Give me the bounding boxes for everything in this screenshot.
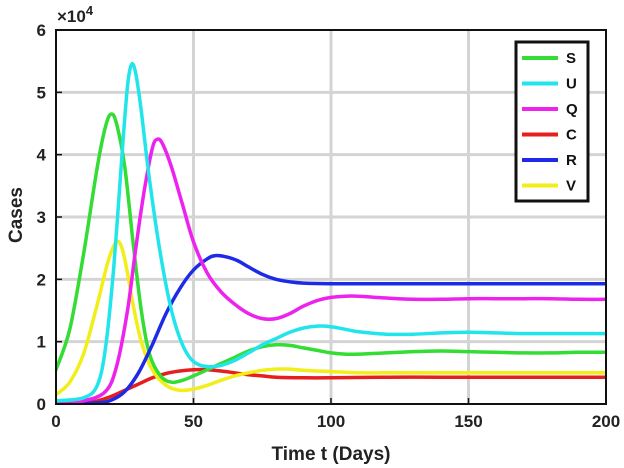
y-axis-label: Cases (6, 187, 27, 243)
series-lines (56, 62, 606, 404)
legend-label-v: V (566, 178, 576, 195)
y-tick-label: 1 (37, 333, 46, 352)
y-tick-label: 5 (37, 83, 46, 102)
y-exponent-label: ×104 (57, 3, 94, 26)
legend-label-r: R (566, 152, 577, 169)
y-tick-label: 2 (37, 270, 46, 289)
y-exponent-base: ×10 (57, 7, 86, 26)
legend-label-s: S (566, 50, 576, 67)
series-line-u (56, 62, 606, 403)
legend-label-q: Q (566, 101, 578, 118)
legend-label-c: C (566, 127, 577, 144)
series-line-s (56, 112, 606, 385)
series-line-c (56, 367, 606, 404)
y-tick-labels: 0 1 2 3 4 5 6 (37, 21, 62, 414)
x-tick-label: 100 (317, 412, 345, 431)
series-line-q (56, 137, 606, 404)
x-tick-label: 150 (454, 412, 482, 431)
x-tick-label: 0 (51, 412, 60, 431)
y-tick-label: 3 (37, 208, 46, 227)
x-tick-label: 200 (592, 412, 620, 431)
y-tick-label: 4 (37, 146, 47, 165)
legend-label-u: U (566, 76, 577, 93)
legend-box (514, 40, 590, 203)
y-tick-label: 6 (37, 21, 46, 40)
x-tick-labels: 0 50 100 150 200 (51, 398, 620, 431)
y-exponent-power: 4 (86, 3, 94, 18)
y-tick-label: 0 (37, 395, 46, 414)
x-axis-label: Time t (Days) (272, 444, 391, 465)
series-line-r (56, 253, 606, 404)
x-tick-label: 50 (184, 412, 203, 431)
